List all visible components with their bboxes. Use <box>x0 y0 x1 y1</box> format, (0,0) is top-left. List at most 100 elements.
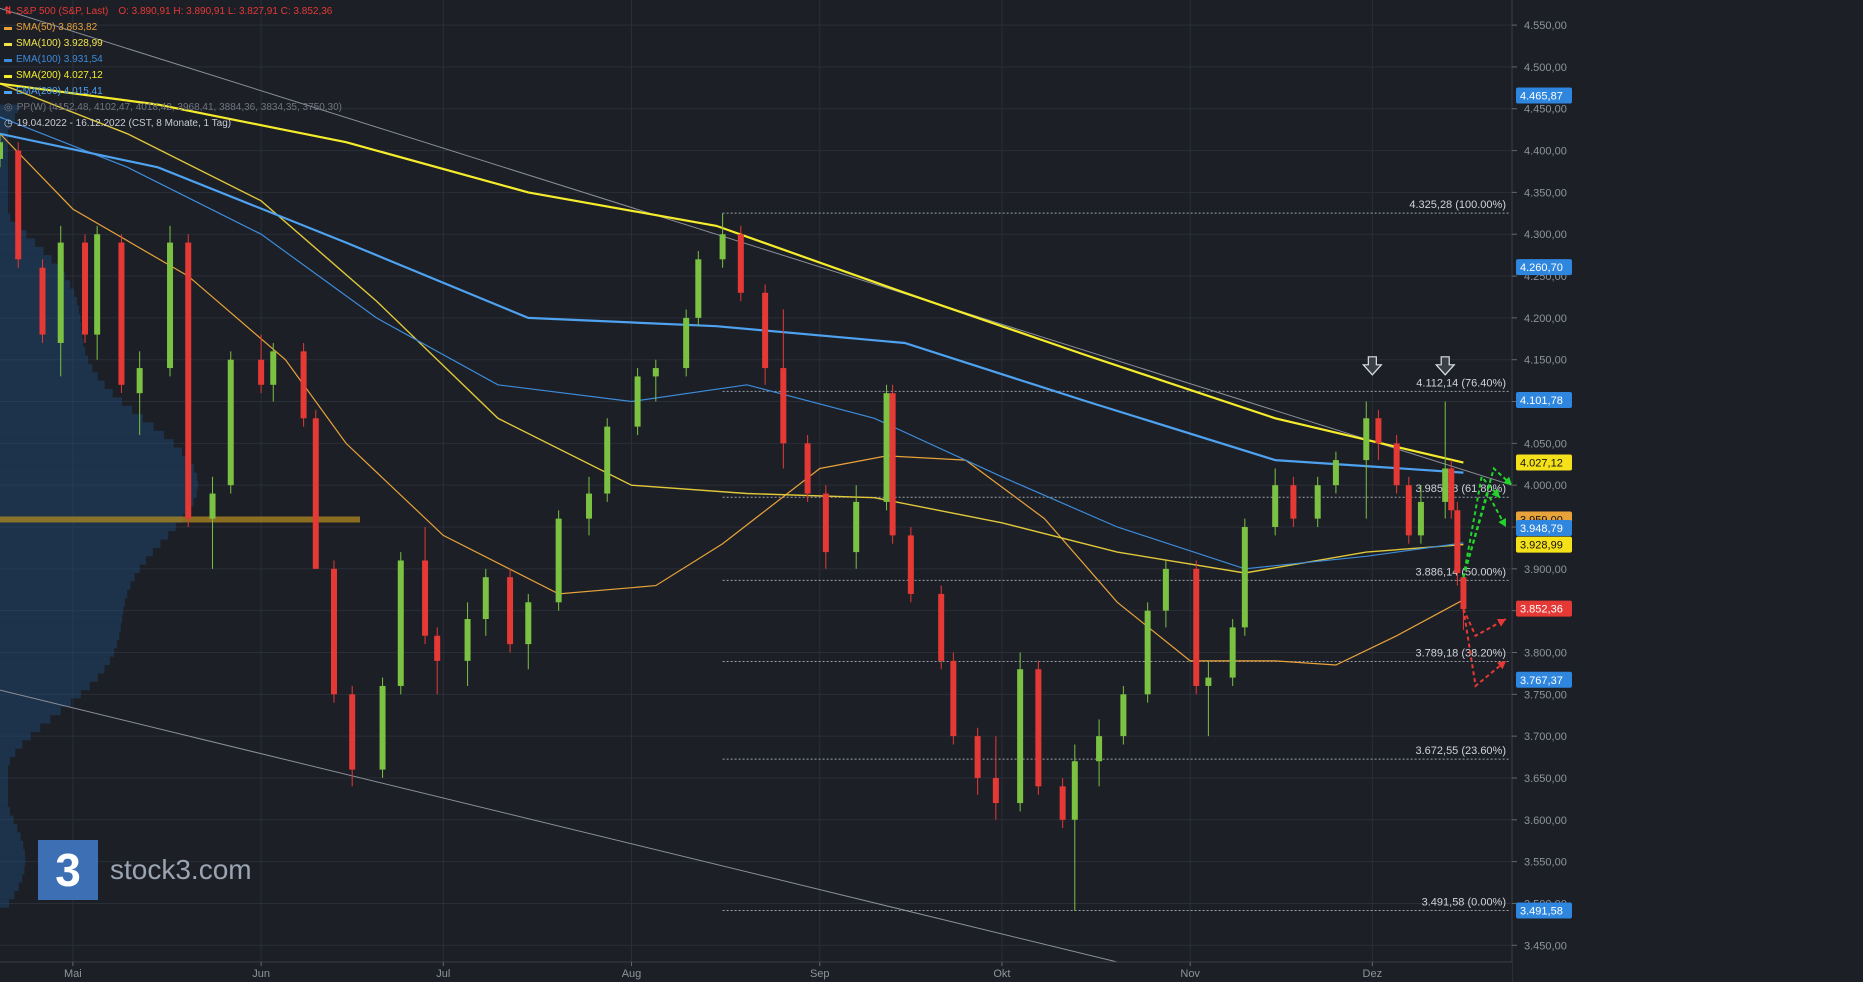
volume-profile-bar <box>0 213 11 222</box>
candle-body <box>1272 485 1279 528</box>
volume-profile-bar <box>0 815 14 824</box>
clock-icon: ◷ <box>4 118 13 129</box>
projection-path <box>1462 608 1507 688</box>
volume-profile-bar <box>0 681 90 691</box>
price-badge-label: 4.260,70 <box>1520 262 1563 274</box>
price-badge <box>1516 520 1572 537</box>
time-tick-label: Okt <box>993 968 1010 980</box>
price-badge <box>1516 600 1572 617</box>
volume-profile-bar <box>0 882 19 891</box>
price-badge <box>1516 259 1572 276</box>
candle-body <box>1405 485 1412 536</box>
time-axis-bg <box>0 962 1512 982</box>
candle-body <box>57 242 64 343</box>
price-tick-label: 4.000,00 <box>1524 480 1567 492</box>
candle-body <box>1071 761 1078 820</box>
candle-body <box>719 234 726 260</box>
indicator-swatch <box>4 58 12 62</box>
volume-profile-bar <box>0 497 194 507</box>
time-tick-label: Sep <box>810 968 830 980</box>
price-badge-label: 4.027,12 <box>1520 457 1563 469</box>
fib-level-label: 3.985,58 (61.80%) <box>1415 483 1506 495</box>
candle-body <box>330 568 337 695</box>
volume-profile-bar <box>0 506 189 515</box>
projection-path <box>1462 608 1507 638</box>
candle-body <box>1229 627 1236 678</box>
indicator-label: EMA(200) 4.015,41 <box>16 86 103 97</box>
candle-body <box>464 619 471 661</box>
candle-body <box>1314 485 1321 519</box>
price-badge <box>1516 392 1572 409</box>
volume-profile-bar <box>0 782 8 791</box>
candle-body <box>0 142 3 159</box>
volume-profile-bar <box>0 740 23 749</box>
candle-body <box>992 777 999 804</box>
candle-body <box>780 368 787 444</box>
candle-body <box>1035 669 1042 787</box>
legend-range: ◷ 19.04.2022 - 16.12.2022 (CST, 8 Monate… <box>4 116 342 132</box>
volume-profile-bar <box>0 606 124 615</box>
price-tick-label: 3.550,00 <box>1524 857 1567 869</box>
time-axis[interactable]: Mai Jun Jul Aug Sep Okt Nov Dez <box>0 961 1512 982</box>
volume-profile-bar <box>0 832 21 841</box>
volume-profile-bar <box>0 731 31 741</box>
candle-body <box>1241 527 1248 628</box>
candle-body <box>883 393 890 502</box>
candle-body <box>853 501 860 553</box>
candles <box>0 133 1467 911</box>
volume-profile-bar <box>0 715 51 724</box>
price-tick-label: 4.200,00 <box>1524 313 1567 325</box>
logo-mark: 3 <box>38 840 98 900</box>
indicator-label: EMA(100) 3.931,54 <box>16 54 103 65</box>
candle-body <box>889 393 896 536</box>
candle-body <box>762 292 769 369</box>
indicator-label: SMA(200) 4.027,12 <box>16 70 103 81</box>
candle-body <box>209 493 216 519</box>
candle-body <box>227 359 234 486</box>
volume-profile-bar <box>0 280 71 289</box>
price-tick-label: 3.650,00 <box>1524 773 1567 785</box>
volume-profile-bar <box>0 807 10 816</box>
price-tick-label: 3.600,00 <box>1524 815 1567 827</box>
price-tick-label: 3.800,00 <box>1524 647 1567 659</box>
volume-profile <box>0 104 360 908</box>
volume-profile-bar <box>0 230 27 239</box>
volume-profile-bar <box>0 288 75 297</box>
indicator-swatch <box>4 26 12 30</box>
volume-profile-bar <box>0 481 198 490</box>
candle-body <box>1417 501 1424 536</box>
pivot-values: PP(W) (4152,48, 4102,47, 4018,42, 3968,4… <box>16 102 342 113</box>
trend-line <box>0 7 1513 486</box>
price-axis-bg <box>1512 0 1863 982</box>
projection-path <box>1462 474 1501 578</box>
fib-level-label: 3.672,55 (23.60%) <box>1415 745 1506 757</box>
price-axis[interactable]: 3.450,003.500,003.550,003.600,003.650,00… <box>1511 0 1863 982</box>
volume-profile-bar <box>0 405 133 415</box>
candle-body <box>136 368 143 394</box>
candle-body <box>1363 418 1370 461</box>
volume-profile-bar <box>0 296 77 306</box>
volume-profile-bar <box>0 104 19 113</box>
legend-indicator: SMA(50) 3.863,82 <box>4 20 342 36</box>
volume-profile-bar <box>0 430 164 440</box>
candle-body <box>822 493 829 553</box>
candle-body <box>1059 786 1066 820</box>
ma-line <box>0 116 1464 570</box>
volume-profile-bar <box>0 890 15 900</box>
volume-profile-bar <box>0 874 23 883</box>
volume-profile-bar <box>0 623 121 632</box>
volume-profile-bar <box>0 489 197 498</box>
candle-body <box>185 242 192 519</box>
volume-profile-bar <box>0 639 118 649</box>
candle-body <box>1017 669 1024 804</box>
down-arrow-icon <box>1434 356 1456 376</box>
time-tick-label: Aug <box>622 968 642 980</box>
price-badge-label: 4.465,87 <box>1520 90 1563 102</box>
indicator-swatch <box>4 42 12 46</box>
candle-body <box>349 694 356 770</box>
volume-profile-bar <box>0 188 8 197</box>
volume-profile-bar <box>0 773 8 783</box>
price-tick-label: 3.750,00 <box>1524 689 1567 701</box>
trend-line <box>0 689 1118 963</box>
